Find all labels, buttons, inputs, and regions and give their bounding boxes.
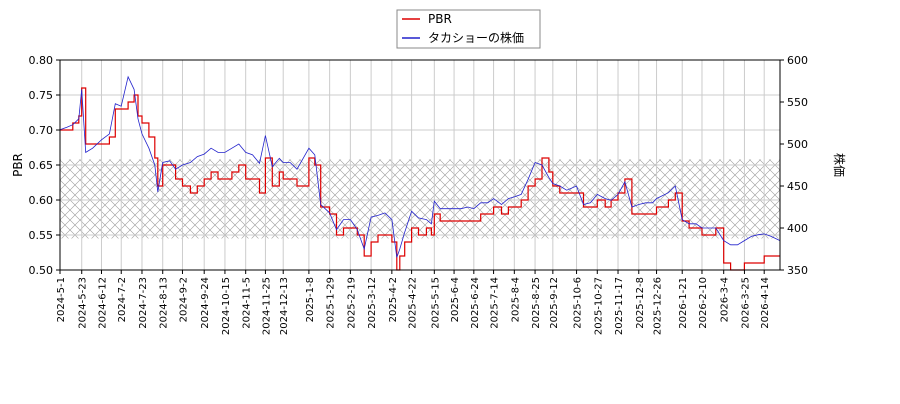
shaded-band bbox=[60, 159, 780, 239]
y-left-tick-label: 0.75 bbox=[29, 89, 54, 102]
y-left-tick-label: 0.50 bbox=[29, 264, 54, 277]
x-tick-label: 2024-9-2 bbox=[178, 277, 189, 322]
x-tick-label: 2025-12-26 bbox=[653, 277, 664, 335]
y-right-tick-label: 450 bbox=[787, 180, 808, 193]
x-tick-label: 2024-8-13 bbox=[159, 277, 170, 329]
y-left-tick-label: 0.60 bbox=[29, 194, 54, 207]
y-right-tick-label: 500 bbox=[787, 138, 808, 151]
x-tick-label: 2025-9-12 bbox=[549, 277, 560, 329]
x-tick-label: 2024-11-5 bbox=[242, 277, 253, 329]
x-tick-label: 2024-11-25 bbox=[261, 277, 272, 335]
x-tick-label: 2024-7-2 bbox=[117, 277, 128, 322]
y-axis-right-label: 株価 bbox=[832, 153, 847, 177]
legend-frame bbox=[396, 9, 541, 49]
legend: PBR タカショーの株価 bbox=[396, 9, 541, 49]
x-tick-label: 2025-12-8 bbox=[635, 277, 646, 329]
x-tick-label: 2025-1-29 bbox=[326, 277, 337, 329]
x-tick-label: 2025-8-4 bbox=[510, 277, 521, 322]
x-tick-label: 2025-10-27 bbox=[593, 277, 604, 335]
y-left-tick-label: 0.80 bbox=[29, 54, 54, 67]
x-tick-label: 2024-9-24 bbox=[200, 277, 211, 329]
y-left-tick-label: 0.65 bbox=[29, 159, 54, 172]
x-tick-label: 2025-3-12 bbox=[367, 277, 378, 329]
x-tick-label: 2025-7-14 bbox=[490, 277, 501, 329]
x-tick-label: 2026-4-14 bbox=[760, 277, 771, 329]
x-tick-label: 2025-8-25 bbox=[531, 277, 542, 329]
legend-label-stock-price: タカショーの株価 bbox=[428, 30, 524, 45]
x-tick-label: 2024-5-23 bbox=[78, 277, 89, 329]
x-tick-label: 2025-1-8 bbox=[305, 277, 316, 322]
series-line-stock-price bbox=[59, 75, 781, 258]
y-axis-left-label: PBR bbox=[11, 153, 25, 177]
x-tick-label: 2024-10-15 bbox=[221, 277, 232, 335]
y-right-tick-label: 400 bbox=[787, 222, 808, 235]
shaded-band-layer bbox=[60, 159, 780, 239]
x-tick-label: 2025-4-2 bbox=[388, 277, 399, 322]
y-right-tick-label: 600 bbox=[787, 54, 808, 67]
x-tick-label: 2026-3-4 bbox=[720, 277, 731, 322]
legend-label-pbr: PBR bbox=[428, 12, 452, 26]
x-tick-label: 2025-2-19 bbox=[346, 277, 357, 329]
y-right-tick-label: 550 bbox=[787, 96, 808, 109]
y-left-tick-label: 0.55 bbox=[29, 229, 54, 242]
tick-layer: 0.50 0.55 0.60 0.65 0.70 0.75 0.80 350 400 450 500… bbox=[29, 54, 809, 335]
x-tick-label: 2026-2-10 bbox=[698, 277, 709, 329]
x-tick-label: 2024-12-13 bbox=[279, 277, 290, 335]
x-tick-label: 2025-11-17 bbox=[614, 277, 625, 335]
x-tick-label: 2025-4-22 bbox=[408, 277, 419, 329]
x-tick-label: 2025-10-6 bbox=[573, 277, 584, 329]
x-tick-label: 2026-3-25 bbox=[740, 277, 751, 329]
x-tick-label: 2024-5-1 bbox=[56, 277, 67, 322]
x-tick-label: 2025-6-24 bbox=[470, 277, 481, 329]
x-tick-label: 2024-7-23 bbox=[138, 277, 149, 329]
y-left-tick-label: 0.70 bbox=[29, 124, 54, 137]
y-right-tick-label: 350 bbox=[787, 264, 808, 277]
x-tick-label: 2026-1-21 bbox=[678, 277, 689, 329]
x-tick-label: 2025-5-15 bbox=[430, 277, 441, 329]
x-tick-label: 2024-6-12 bbox=[97, 277, 108, 329]
x-tick-label: 2025-6-4 bbox=[450, 277, 461, 322]
